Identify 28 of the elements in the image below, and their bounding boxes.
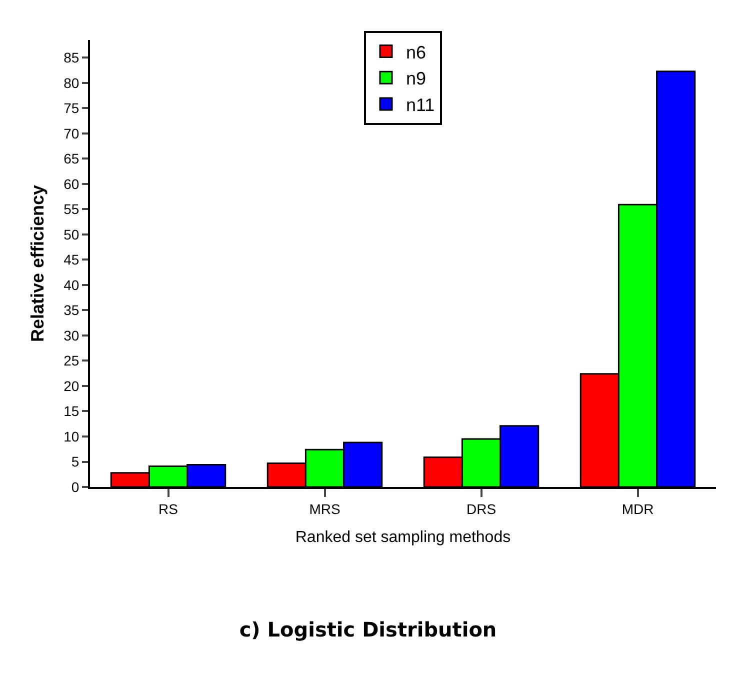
legend-label: n11 [406, 95, 435, 116]
y-tick-label: 65 [64, 150, 80, 167]
y-tick-label: 70 [64, 125, 80, 142]
x-tick-label: RS [158, 500, 178, 517]
y-tick-label: 10 [64, 428, 80, 444]
x-tick-label: MRS [309, 500, 340, 517]
x-tick-label: MDR [622, 500, 654, 517]
y-tick-label: 35 [64, 302, 80, 318]
x-tick-label: DRS [466, 500, 496, 517]
y-tick-label: 45 [64, 252, 80, 268]
y-tick-label: 20 [64, 378, 80, 394]
y-tick-label: 85 [64, 50, 80, 66]
y-tick-label: 50 [64, 226, 80, 242]
y-tick-label: 75 [64, 100, 80, 116]
text: c) Logistic Distribution [239, 617, 497, 642]
x-axis-title: Ranked set sampling methods [295, 529, 511, 546]
y-tick-label: 40 [64, 276, 80, 293]
legend-label: n9 [406, 68, 426, 89]
y-tick-label: 5 [71, 454, 80, 470]
y-tick-label: 0 [71, 478, 80, 495]
y-tick-label: 25 [64, 352, 80, 369]
y-tick-label: 30 [64, 327, 80, 344]
y-tick-label: 80 [64, 74, 80, 91]
y-axis-title: Relative efficiency [27, 184, 48, 342]
y-tick-label: 15 [64, 403, 80, 420]
legend-label: n6 [406, 42, 426, 62]
y-tick-label: 60 [64, 176, 80, 192]
y-tick-label: 55 [64, 201, 80, 218]
